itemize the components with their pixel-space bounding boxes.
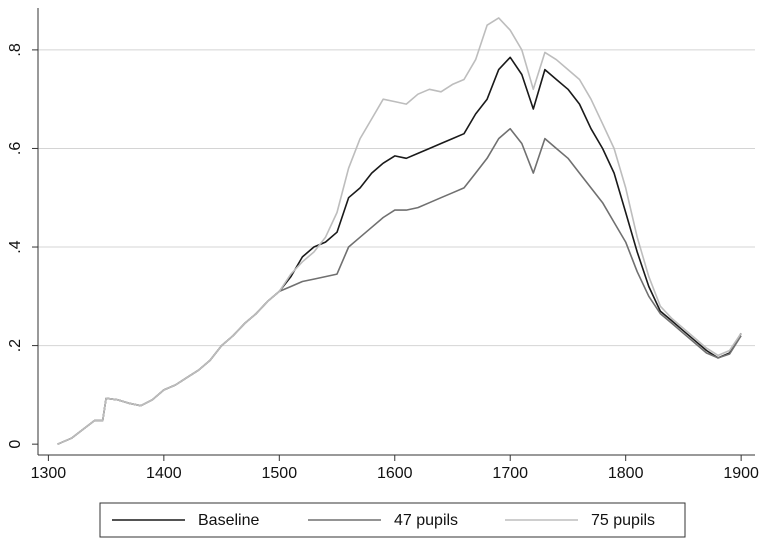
x-tick-label: 1800	[608, 465, 644, 482]
legend-box	[99, 502, 686, 538]
y-tick-label: .8	[7, 43, 24, 56]
legend-label: Baseline	[198, 512, 259, 529]
legend-label: 47 pupils	[394, 512, 458, 529]
legend-label: 75 pupils	[591, 512, 655, 529]
x-tick-label: 1900	[723, 465, 759, 482]
series-line	[57, 56, 742, 445]
x-tick-label: 1700	[492, 465, 528, 482]
y-tick-label: .4	[7, 240, 24, 253]
y-tick-label: .6	[7, 142, 24, 155]
x-tick-label: 1300	[31, 465, 67, 482]
series-line	[57, 17, 742, 445]
x-tick-label: 1400	[146, 465, 182, 482]
series-line	[57, 127, 742, 445]
y-tick-label: 0	[7, 440, 24, 449]
y-tick-label: .2	[7, 339, 24, 352]
x-tick-label: 1500	[262, 465, 298, 482]
x-tick-label: 1600	[377, 465, 413, 482]
